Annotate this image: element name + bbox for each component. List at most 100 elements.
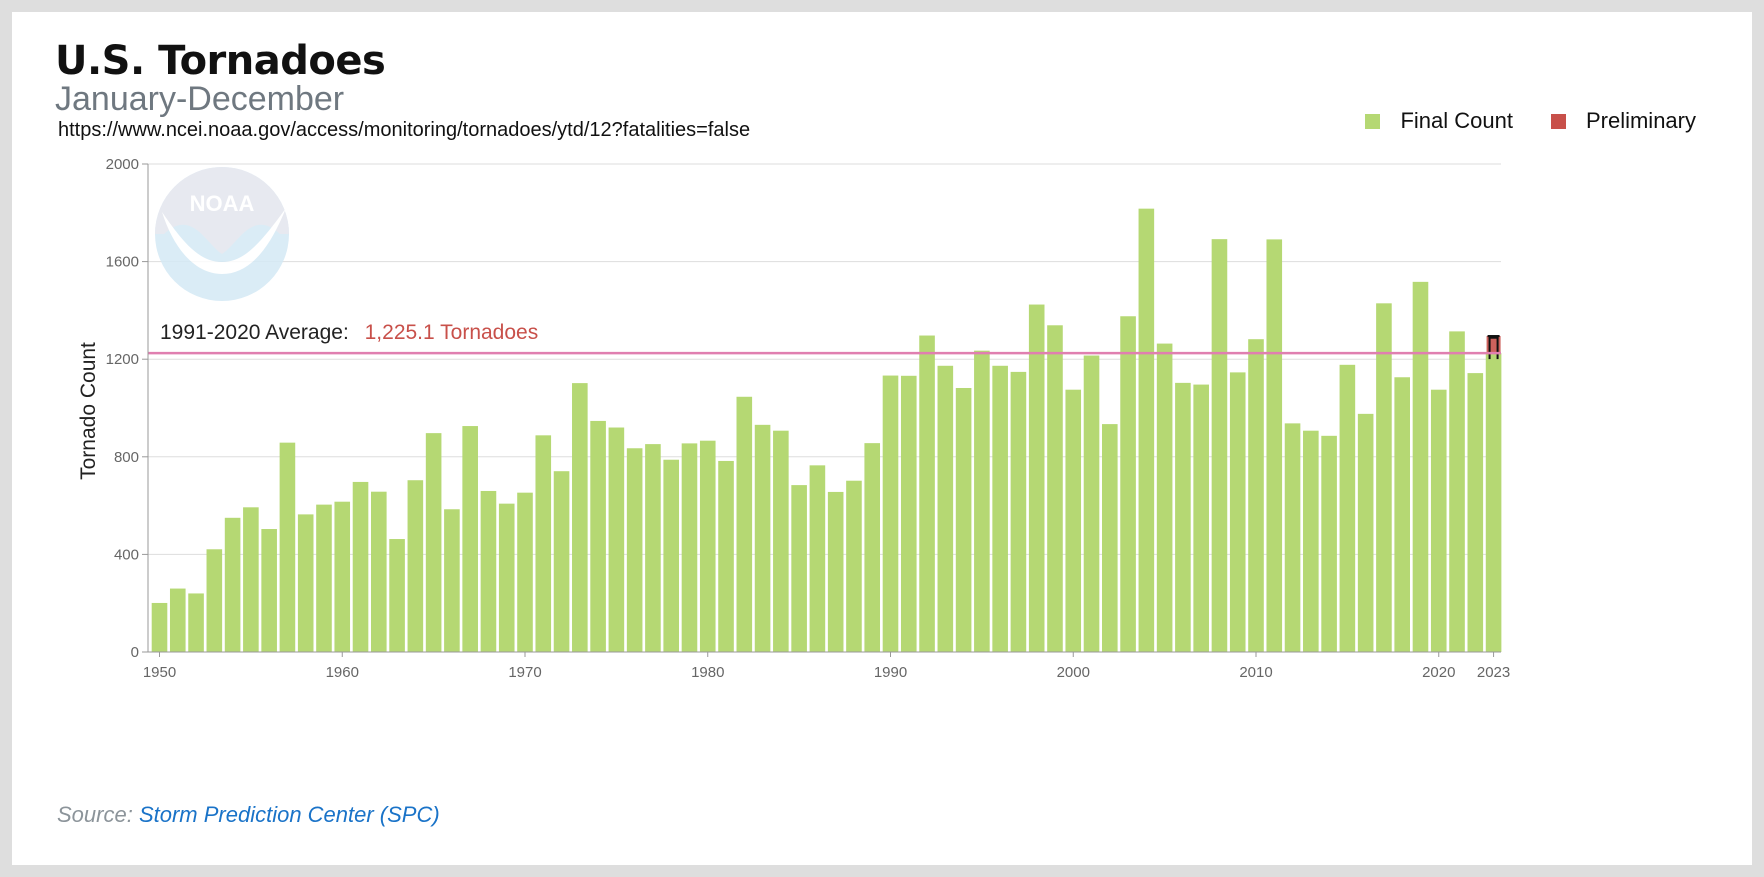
x-tick-label: 2023: [1477, 664, 1510, 681]
bar-final-count: [1394, 377, 1410, 652]
average-line-group: 1991-2020 Average: 1,225.1 Tornadoes: [148, 321, 1501, 355]
bar-final-count: [535, 435, 552, 652]
bar-final-count: [1248, 339, 1264, 652]
bar-final-count: [626, 448, 643, 652]
bar-final-count: [389, 539, 405, 652]
bar-final-count: [169, 588, 186, 652]
bar-final-count: [1120, 316, 1136, 652]
bar-final-count: [498, 503, 515, 652]
y-tick-label: 800: [114, 449, 139, 466]
x-tick-label: 1950: [143, 664, 176, 681]
bar-final-count: [846, 480, 862, 652]
chart-subtitle: January-December: [55, 80, 345, 118]
y-tick-label: 1600: [106, 254, 139, 271]
bar-final-count: [974, 350, 990, 652]
bar-final-count: [1229, 372, 1246, 652]
bar-final-count: [334, 501, 351, 652]
average-value: 1,225.1 Tornadoes: [365, 321, 539, 344]
x-tick-label: 1960: [326, 664, 359, 681]
bar-final-count: [1138, 208, 1155, 653]
bar-final-count: [297, 514, 314, 652]
bar-final-count: [444, 509, 460, 652]
legend-label-final-count: Final Count: [1400, 108, 1513, 133]
bar-final-count: [1412, 281, 1429, 652]
bar-final-count: [407, 480, 424, 652]
bar-final-count: [572, 383, 588, 652]
bar-final-count: [243, 507, 259, 652]
bar-final-count: [1485, 353, 1502, 652]
bar-final-count: [590, 420, 606, 652]
bar-final-count: [1156, 343, 1173, 652]
bar-final-count: [1065, 389, 1082, 652]
bar-final-count: [1303, 430, 1319, 652]
noaa-logo-icon: NOAA: [155, 167, 289, 301]
bar-final-count: [882, 375, 899, 652]
bar-final-count: [919, 335, 935, 652]
bar-final-count: [754, 424, 771, 652]
bar-final-count: [1193, 384, 1209, 652]
source-link[interactable]: Storm Prediction Center (SPC): [138, 802, 440, 827]
x-tick-label: 1990: [874, 664, 907, 681]
page-url: https://www.ncei.noaa.gov/access/monitor…: [58, 119, 751, 141]
bar-final-count: [1010, 371, 1027, 652]
bar-final-count: [1211, 239, 1228, 653]
bar-final-count: [1266, 239, 1283, 652]
bar-final-count: [1430, 389, 1447, 652]
bar-final-count: [1083, 355, 1100, 652]
chart-title: U.S. Tornadoes: [55, 38, 386, 84]
bar-final-count: [681, 443, 698, 652]
bar-final-count: [937, 365, 954, 652]
legend-label-preliminary: Preliminary: [1585, 108, 1696, 133]
legend-item-final-count[interactable]: Final Count: [1365, 108, 1513, 134]
x-tick-label: 2000: [1057, 664, 1090, 681]
bar-final-count: [1047, 325, 1063, 652]
x-tick-label: 1980: [691, 664, 724, 681]
y-tick-label: 0: [131, 644, 139, 661]
bar-final-count: [1376, 303, 1392, 652]
bar-final-count: [1321, 435, 1337, 652]
preliminary-swatch: [1550, 113, 1566, 129]
y-tick-label: 400: [114, 546, 139, 563]
bar-final-count: [1102, 424, 1118, 652]
bar-final-count: [151, 602, 168, 652]
bar-final-count: [1449, 331, 1465, 652]
bar-final-count: [553, 471, 570, 652]
source-prefix: Source:: [57, 802, 139, 827]
bar-final-count: [316, 504, 332, 652]
bar-final-count: [992, 365, 1008, 652]
bar-final-count: [718, 460, 734, 652]
bar-final-count: [1175, 382, 1191, 652]
bar-final-count: [462, 426, 478, 652]
noaa-logo-text: NOAA: [190, 191, 255, 216]
bar-final-count: [425, 433, 442, 652]
bar-final-count: [645, 444, 661, 652]
bar-final-count: [1028, 304, 1045, 652]
x-tick-label: 2020: [1422, 664, 1455, 681]
bar-final-count: [1357, 413, 1374, 652]
average-label: 1991-2020 Average:: [160, 321, 349, 344]
bar-final-count: [791, 485, 807, 652]
bar-final-count: [1467, 373, 1484, 652]
legend-item-preliminary[interactable]: Preliminary: [1550, 108, 1696, 134]
y-tick-label: 1200: [106, 351, 139, 368]
bar-final-count: [261, 529, 277, 652]
final-count-swatch: [1365, 113, 1381, 129]
bar-final-count: [955, 387, 972, 652]
legend: Final Count Preliminary: [1327, 108, 1696, 134]
bar-final-count: [1284, 423, 1301, 652]
bars: [151, 208, 1502, 653]
average-annotation: 1991-2020 Average: 1,225.1 Tornadoes: [160, 321, 538, 344]
bar-final-count: [352, 481, 369, 652]
x-tick-label: 2010: [1239, 664, 1272, 681]
bar-final-count: [188, 593, 204, 652]
tornado-bar-chart: NOAA 1991-2020 Average: 1,225.1 Tornadoe…: [77, 156, 1511, 681]
bar-final-count: [206, 549, 223, 652]
bar-final-count: [699, 440, 716, 652]
bar-final-count: [663, 459, 679, 652]
bar-final-count: [371, 491, 387, 652]
bar-final-count: [773, 430, 789, 652]
y-axis-title: Tornado Count: [77, 342, 100, 480]
bar-final-count: [827, 491, 844, 652]
y-tick-label: 2000: [106, 156, 139, 173]
axes: 0 400 800 1200 1600 2000 1950 1960 1970 1980 1990 2…: [106, 156, 1511, 681]
